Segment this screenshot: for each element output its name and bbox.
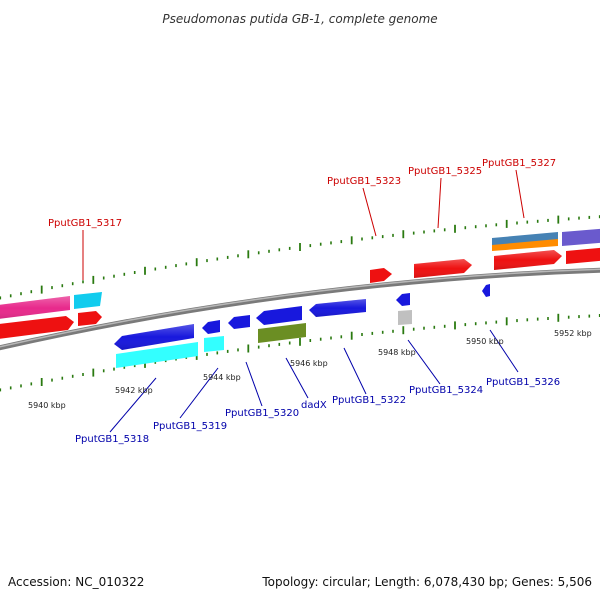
gene-label-5326[interactable]: PputGB1_5326 (486, 377, 560, 388)
feature-blue-dadx[interactable] (256, 306, 302, 325)
feature-blue-5326[interactable] (482, 284, 490, 297)
genome-summary-text: Topology: circular; Length: 6,078,430 bp… (261, 575, 592, 589)
gene-label-5319[interactable]: PputGB1_5319 (153, 421, 227, 432)
feature-grey-5324[interactable] (398, 310, 412, 325)
leader-5325 (437, 177, 442, 229)
feature-red-5323[interactable] (370, 268, 392, 283)
leader-5324 (407, 339, 441, 385)
backbone-line (0, 267, 600, 351)
gene-label-5317[interactable]: PputGB1_5317 (48, 218, 122, 229)
leader-5326 (489, 329, 519, 373)
leader-5323 (362, 187, 377, 237)
feature-blue-5319[interactable] (202, 320, 220, 334)
forward-gene-labels: PputGB1_5317 PputGB1_5323 PputGB1_5325 P… (48, 158, 556, 229)
leader-5322 (343, 347, 367, 395)
kbp-label: 5950 kbp (466, 337, 504, 346)
kbp-label: 5952 kbp (554, 329, 592, 338)
leader-5319 (179, 367, 219, 419)
feature-red-5317b[interactable] (78, 311, 102, 326)
map-title: Pseudomonas putida GB-1, complete genome (162, 12, 437, 26)
kbp-scale: 5940 kbp 5942 kbp 5944 kbp 5946 kbp 5948… (28, 329, 592, 410)
gene-label-5324[interactable]: PputGB1_5324 (409, 385, 483, 396)
feature-orange-5327[interactable] (492, 239, 558, 251)
kbp-label: 5948 kbp (378, 348, 416, 357)
leader-5327 (515, 169, 525, 219)
genome-backbone (0, 267, 600, 351)
gene-label-5320[interactable]: PputGB1_5320 (225, 408, 299, 419)
gene-label-5325[interactable]: PputGB1_5325 (408, 166, 482, 177)
gene-label-dadx[interactable]: dadX (301, 400, 327, 411)
feature-slate-right[interactable] (562, 228, 600, 246)
kbp-label: 5946 kbp (290, 359, 328, 368)
feature-red-right[interactable] (566, 247, 600, 264)
kbp-label: 5942 kbp (115, 386, 153, 395)
leader-5318 (109, 377, 157, 433)
gene-label-5327[interactable]: PputGB1_5327 (482, 158, 556, 169)
feature-olive-dadx[interactable] (258, 323, 306, 343)
leader-lines (82, 169, 525, 433)
leader-5320 (245, 361, 263, 407)
feature-steelblue-5327[interactable] (492, 232, 558, 246)
leader-dadx (285, 357, 309, 399)
backbone-highlight (0, 268, 600, 348)
feature-aqua-5318[interactable] (116, 342, 198, 368)
feature-aqua-5319[interactable] (204, 336, 224, 352)
feature-gloss (0, 250, 562, 350)
kbp-label: 5944 kbp (203, 373, 241, 382)
accession-text: Accession: NC_010322 (8, 575, 144, 589)
gene-label-5322[interactable]: PputGB1_5322 (332, 395, 406, 406)
kbp-label: 5940 kbp (28, 401, 66, 410)
feature-blue-5324[interactable] (396, 293, 410, 306)
reverse-gene-labels: PputGB1_5318 PputGB1_5319 PputGB1_5320 d… (75, 377, 560, 445)
gene-label-5323[interactable]: PputGB1_5323 (327, 176, 401, 187)
feature-cyan-5317[interactable] (74, 292, 102, 309)
feature-red-left[interactable] (0, 316, 74, 340)
gene-label-5318[interactable]: PputGB1_5318 (75, 434, 149, 445)
feature-blue-5320[interactable] (228, 315, 250, 329)
